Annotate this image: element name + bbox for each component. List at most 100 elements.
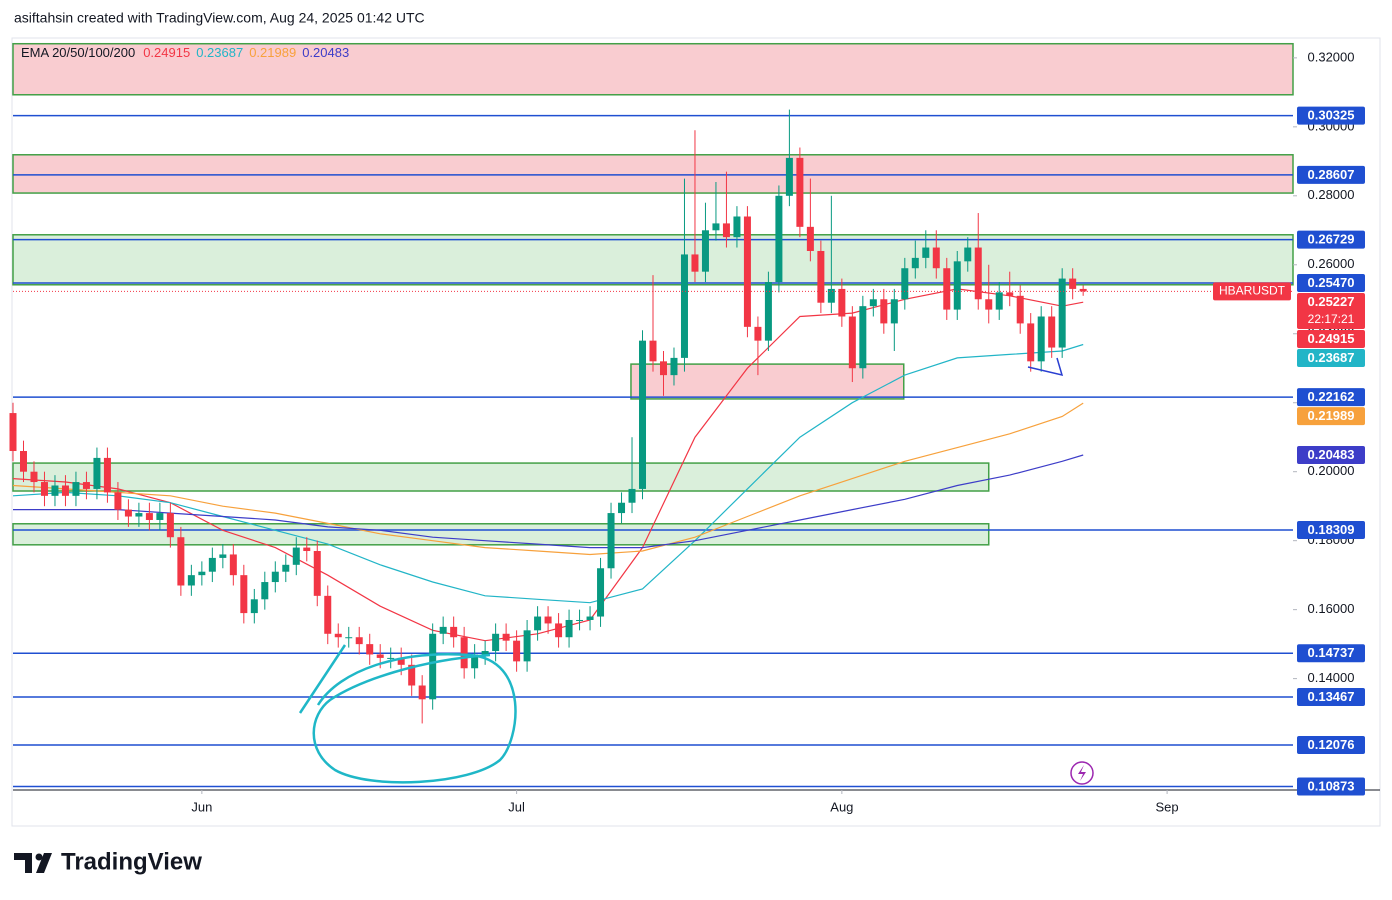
y-tick-label: 0.14000	[1308, 670, 1355, 685]
candle-body	[639, 340, 647, 489]
candle-body	[513, 640, 521, 662]
y-tick-label: 0.16000	[1308, 601, 1355, 616]
price-badge-label: 0.25227	[1308, 294, 1355, 309]
brand-logo[interactable]: TradingView	[14, 848, 202, 875]
price-badge-label: 0.12076	[1308, 737, 1355, 752]
candle-body	[1006, 292, 1014, 296]
price-badge-label: 0.10873	[1308, 778, 1355, 793]
candle-body	[9, 413, 17, 452]
candle-body	[859, 306, 867, 369]
candle-body	[397, 657, 405, 665]
candle-body	[701, 230, 709, 272]
candle-body	[618, 502, 626, 514]
candle-body	[597, 568, 605, 617]
candle-body	[471, 654, 479, 669]
alert-icon[interactable]	[1070, 761, 1094, 785]
price-badge-label: 0.18309	[1308, 522, 1355, 537]
candle-body	[145, 513, 153, 520]
price-badge	[1297, 106, 1365, 125]
zone	[12, 154, 1294, 194]
candle-body	[743, 216, 751, 327]
candle-body	[450, 626, 458, 638]
candle-body	[995, 292, 1003, 310]
ema-line	[12, 343, 1084, 604]
candle-body	[418, 685, 426, 700]
candle-body	[40, 482, 48, 496]
price-badge-label: 0.28607	[1308, 167, 1355, 182]
price-badge-label: 0.22162	[1308, 389, 1355, 404]
x-tick-label: Jun	[191, 799, 212, 814]
candle-body	[187, 575, 195, 586]
candle-body	[61, 485, 69, 496]
price-badge	[1297, 735, 1365, 754]
y-tick-label: 0.32000	[1308, 49, 1355, 64]
candle-body	[103, 457, 111, 493]
candle-body	[932, 247, 940, 269]
price-badge	[1297, 330, 1365, 349]
candle-body	[974, 247, 982, 300]
x-tick-label: Sep	[1156, 799, 1179, 814]
candle-body	[659, 361, 667, 376]
candle-body	[712, 223, 720, 231]
candle-body	[985, 299, 993, 310]
legend-value: 0.24915	[143, 45, 190, 60]
symbol-badge	[1213, 282, 1291, 301]
candle-body	[607, 513, 615, 569]
price-badge	[1297, 388, 1365, 407]
legend: EMA 20/50/100/200 0.24915 0.23687 0.21989 0.…	[21, 45, 349, 60]
candle-body	[250, 599, 258, 614]
y-tick-label: 0.26000	[1308, 256, 1355, 271]
candle-body	[1069, 278, 1077, 289]
candle-body	[534, 616, 542, 631]
x-tick-label: Jul	[508, 799, 525, 814]
candle-body	[670, 357, 678, 376]
zone	[12, 462, 990, 492]
candle-body	[502, 633, 510, 641]
zone	[12, 523, 990, 546]
candle-body	[229, 554, 237, 576]
candle-body	[943, 268, 951, 310]
candle-body	[911, 257, 919, 269]
candle-body	[1058, 278, 1066, 348]
candle-body	[429, 633, 437, 700]
candle-body	[922, 247, 930, 258]
countdown: 22:17:21	[1308, 312, 1355, 326]
price-badge	[1297, 777, 1365, 796]
candle-body	[890, 299, 898, 324]
candle-body	[72, 482, 80, 496]
candle-body	[292, 547, 300, 565]
alert-bolt	[1078, 765, 1086, 781]
price-badge	[1297, 446, 1365, 465]
price-badge	[1297, 349, 1365, 368]
price-badge-label: 0.20483	[1308, 447, 1355, 462]
price-badge	[1297, 293, 1365, 330]
candle-body	[19, 451, 27, 472]
brand-icon	[14, 853, 52, 873]
candle-body	[880, 299, 888, 324]
candle-body	[208, 557, 216, 572]
candle-body	[408, 664, 416, 686]
plot-area: 0.140000.160000.180000.200000.220000.240…	[9, 42, 1380, 814]
candle-body	[324, 595, 332, 634]
price-badge	[1297, 407, 1365, 426]
brand-text: TradingView	[61, 848, 202, 875]
price-badge	[1297, 644, 1365, 663]
candle-body	[334, 633, 342, 638]
price-badge-label: 0.23687	[1308, 350, 1355, 365]
candle-body	[219, 554, 227, 558]
candle-body	[796, 157, 804, 227]
candle-body	[555, 623, 563, 638]
candle-body	[649, 340, 657, 362]
price-badge	[1297, 165, 1365, 184]
price-badge-label: 0.25470	[1308, 275, 1355, 290]
candle-body	[492, 633, 500, 652]
legend-value: 0.21989	[249, 45, 296, 60]
candle-body	[198, 571, 206, 576]
candle-body	[1048, 316, 1056, 348]
triangle-drawing	[1027, 357, 1064, 377]
legend-title: EMA 20/50/100/200	[21, 45, 135, 60]
x-tick-label: Aug	[830, 799, 853, 814]
candle-body	[775, 195, 783, 283]
candle-body	[523, 630, 531, 662]
y-tick-label: 0.28000	[1308, 187, 1355, 202]
